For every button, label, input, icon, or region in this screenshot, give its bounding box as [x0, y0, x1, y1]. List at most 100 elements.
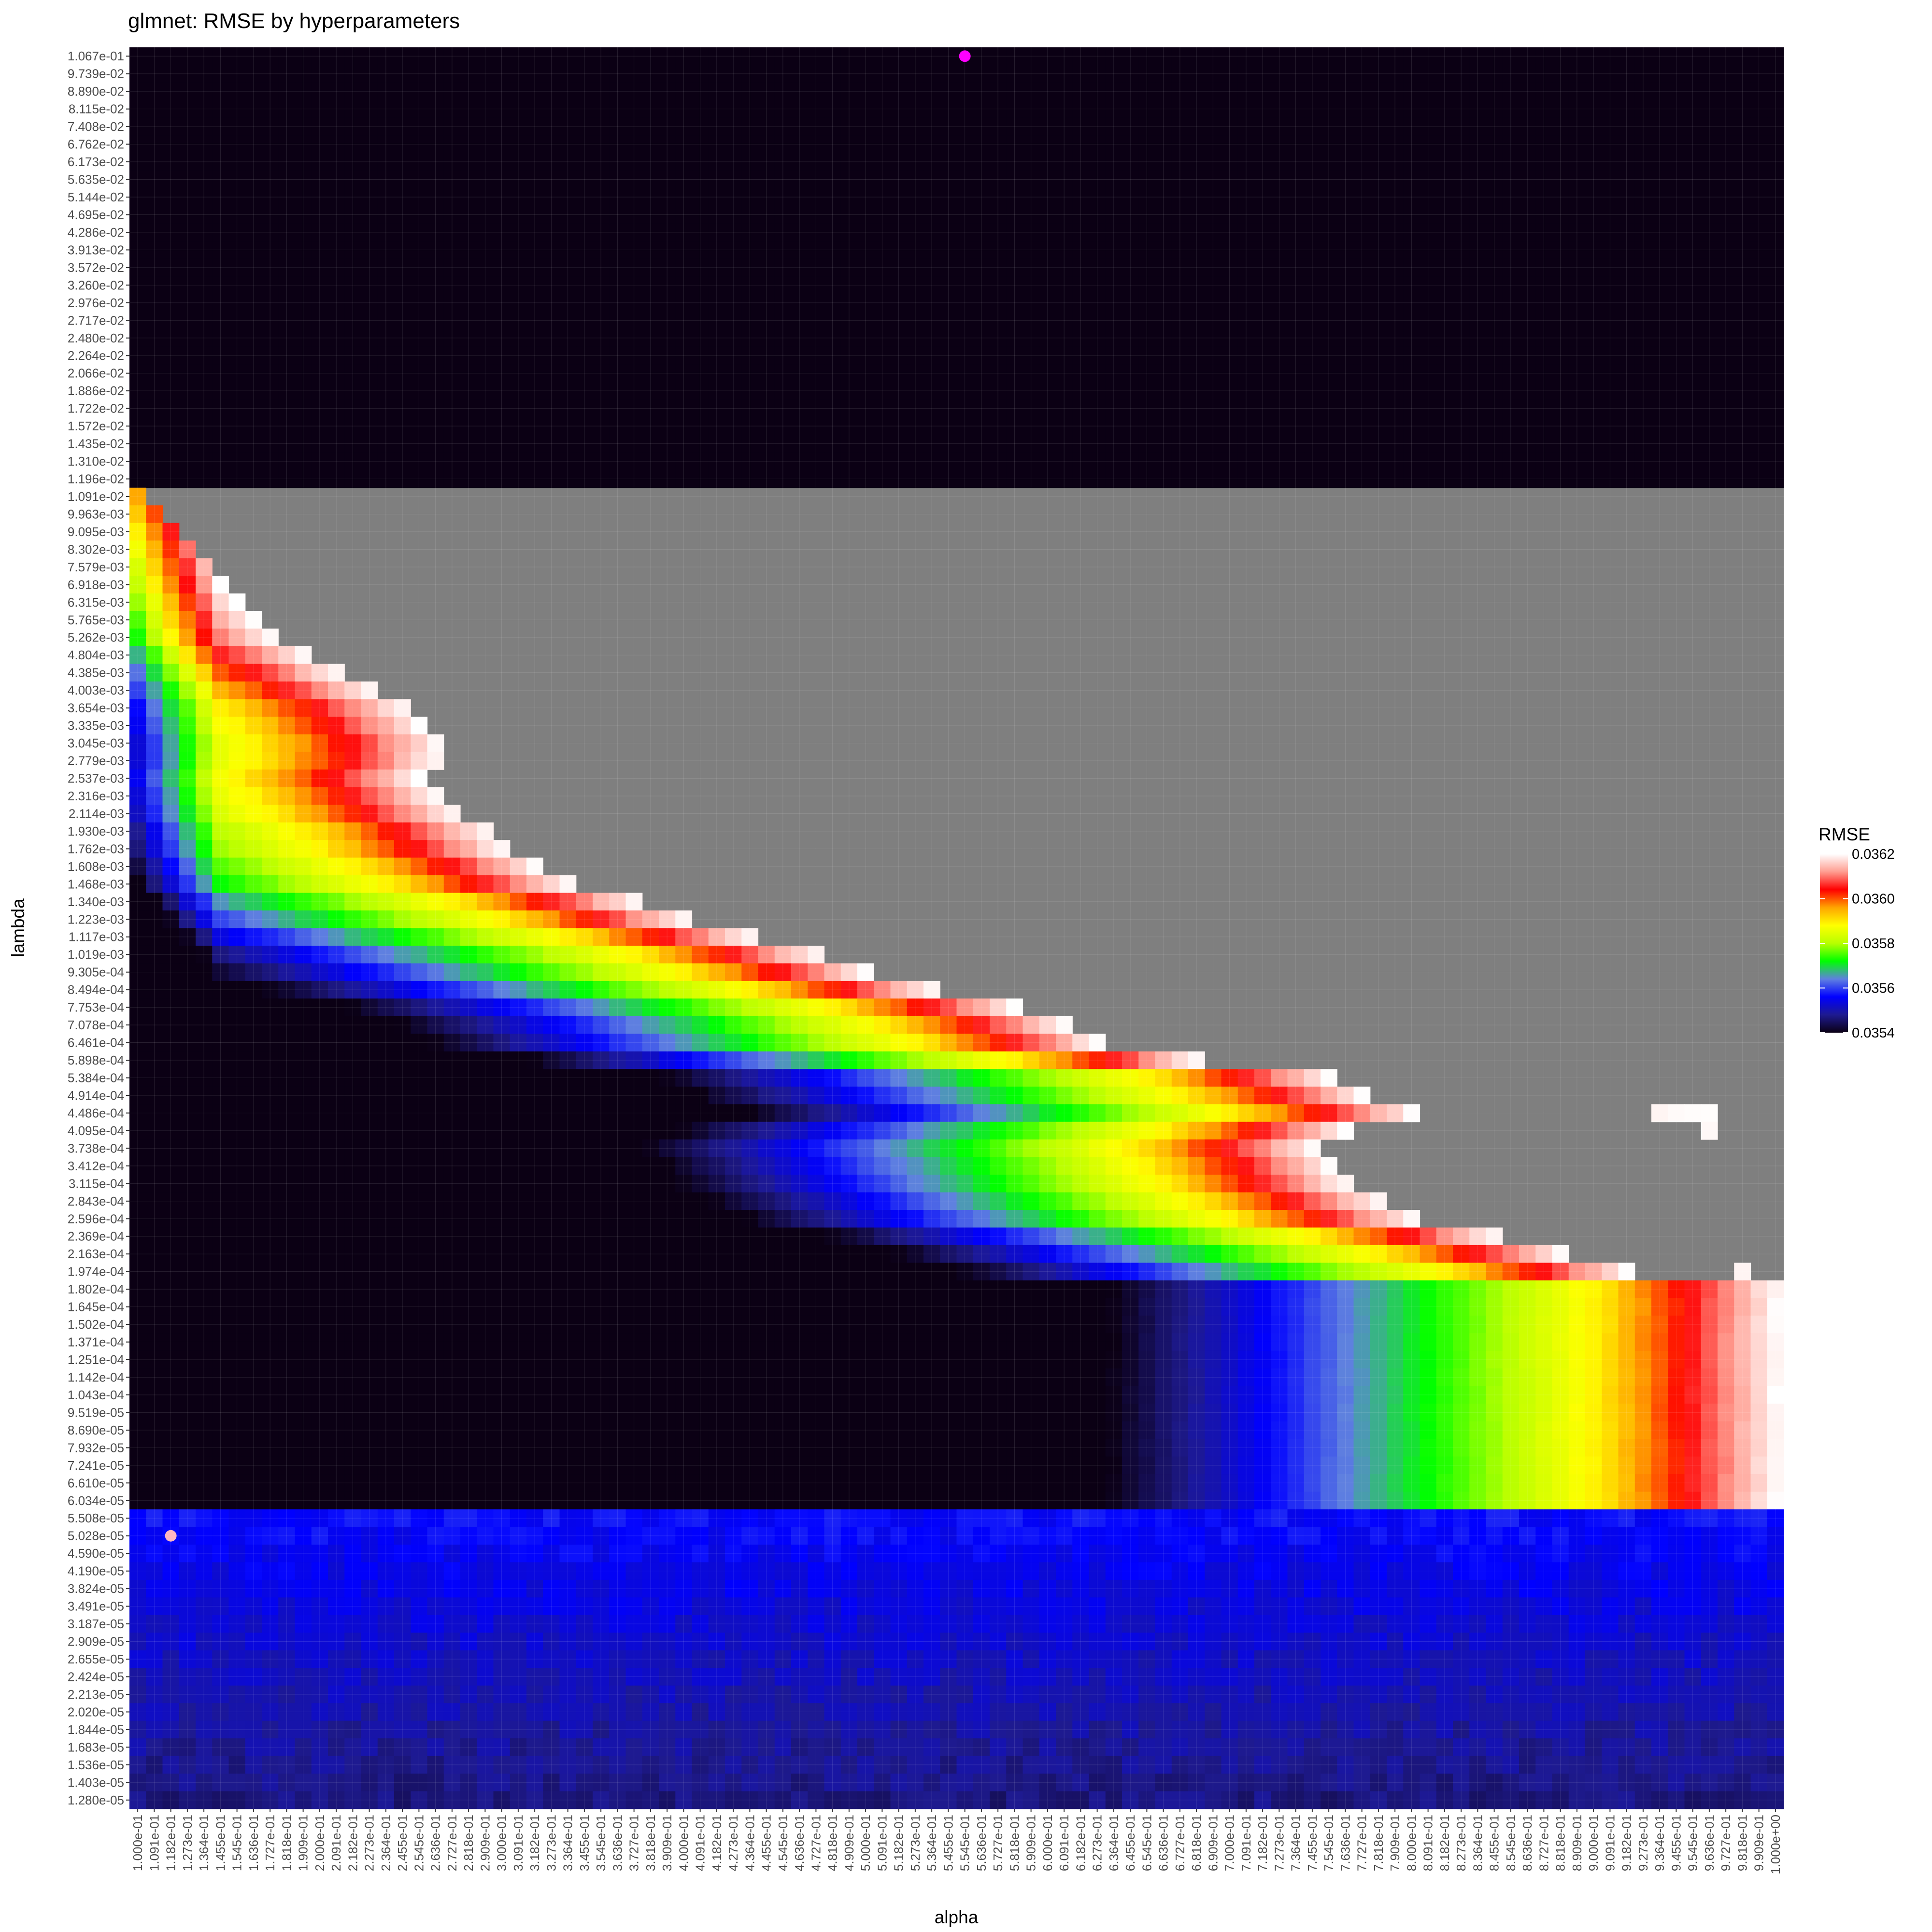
heatmap-cell — [1271, 100, 1288, 118]
heatmap-cell — [1552, 117, 1569, 136]
heatmap-cell — [625, 82, 643, 101]
heatmap-cell — [1006, 65, 1023, 83]
heatmap-cell — [609, 100, 626, 118]
heatmap-cell — [559, 65, 577, 83]
heatmap-cell — [840, 47, 858, 66]
heatmap-cell — [692, 117, 709, 136]
heatmap-cell — [1734, 100, 1751, 118]
heatmap-cell — [543, 82, 560, 101]
heatmap-cell — [1006, 47, 1023, 66]
heatmap-cell — [857, 65, 874, 83]
heatmap-cell — [427, 135, 444, 154]
heatmap-cell — [824, 82, 841, 101]
heatmap-cell — [593, 82, 610, 101]
heatmap-cell — [758, 82, 775, 101]
heatmap-cell — [824, 65, 841, 83]
heatmap-cell — [1089, 82, 1106, 101]
heatmap-cell — [1718, 82, 1734, 101]
heatmap-cell — [196, 47, 213, 66]
heatmap-cell — [708, 117, 725, 136]
heatmap-cell — [1237, 82, 1255, 101]
heatmap-cell — [129, 117, 146, 136]
heatmap-cell — [1254, 100, 1271, 118]
heatmap-cell — [708, 47, 725, 66]
heatmap-cell — [1387, 82, 1404, 101]
heatmap-cell — [559, 47, 577, 66]
heatmap-cell — [1668, 82, 1685, 101]
heatmap-cell — [1304, 100, 1321, 118]
heatmap-cell — [1321, 100, 1337, 118]
heatmap-cell — [1634, 117, 1652, 136]
heatmap-cell — [642, 47, 659, 66]
heatmap-cell — [196, 135, 213, 154]
heatmap-cell — [146, 100, 163, 118]
heatmap-cell — [377, 65, 395, 83]
heatmap-cell — [262, 47, 279, 66]
heatmap-cell — [1502, 82, 1520, 101]
heatmap-cell — [808, 82, 825, 101]
heatmap-cell — [774, 117, 792, 136]
heatmap-cell — [1321, 47, 1337, 66]
heatmap-cell — [1651, 82, 1668, 101]
heatmap-cell — [460, 117, 477, 136]
heatmap-cell — [1254, 117, 1271, 136]
heatmap-cell — [1056, 117, 1073, 136]
heatmap-cell — [129, 135, 146, 154]
heatmap-cell — [1486, 65, 1503, 83]
heatmap-cell — [543, 117, 560, 136]
heatmap-cell — [593, 100, 610, 118]
heatmap-cell — [129, 65, 146, 83]
heatmap-cell — [477, 82, 494, 101]
heatmap-cell — [245, 47, 262, 66]
heatmap-cell — [1684, 65, 1702, 83]
heatmap-cell — [311, 47, 328, 66]
heatmap-cell — [1006, 82, 1023, 101]
heatmap-cell — [510, 47, 527, 66]
heatmap-cell — [907, 82, 924, 101]
heatmap-cell — [1436, 65, 1453, 83]
heatmap-cell — [1039, 100, 1056, 118]
heatmap-cell — [1469, 65, 1487, 83]
heatmap-cell — [1023, 65, 1040, 83]
heatmap-cell — [1138, 47, 1156, 66]
heatmap-cell — [1287, 47, 1305, 66]
heatmap-cell — [510, 65, 527, 83]
heatmap-cell — [1337, 82, 1354, 101]
heatmap-cell — [526, 65, 543, 83]
heatmap-cell — [725, 100, 742, 118]
heatmap-cell — [162, 135, 180, 154]
heatmap-cell — [526, 82, 543, 101]
heatmap-cell — [1105, 100, 1122, 118]
heatmap-cell — [1486, 100, 1503, 118]
heatmap-cell — [659, 117, 676, 136]
heatmap-cell — [427, 82, 444, 101]
heatmap-cell — [890, 65, 908, 83]
heatmap-cell — [1453, 47, 1470, 66]
heatmap-cell — [824, 117, 841, 136]
heatmap-cell — [675, 47, 693, 66]
heatmap-cell — [1585, 100, 1602, 118]
heatmap-cell — [1469, 100, 1487, 118]
heatmap-cell — [1552, 82, 1569, 101]
heatmap-cell — [361, 47, 378, 66]
heatmap-cell — [692, 47, 709, 66]
heatmap-cell — [1304, 82, 1321, 101]
heatmap-cell — [1403, 117, 1421, 136]
heatmap-cell — [1701, 117, 1718, 136]
heatmap-cell — [1618, 82, 1635, 101]
heatmap-cell — [262, 117, 279, 136]
heatmap-cell — [460, 82, 477, 101]
heatmap-cell — [1602, 82, 1619, 101]
heatmap-cell — [1023, 117, 1040, 136]
heatmap-cell — [328, 135, 345, 154]
heatmap-cell — [427, 65, 444, 83]
heatmap-cell — [1105, 47, 1122, 66]
heatmap-cell — [493, 82, 511, 101]
heatmap-cell — [1039, 47, 1056, 66]
heatmap-cell — [907, 65, 924, 83]
heatmap-cell — [146, 65, 163, 83]
heatmap-cell — [1718, 117, 1734, 136]
heatmap-cell — [956, 100, 974, 118]
heatmap-cell — [361, 117, 378, 136]
heatmap-cell — [1718, 65, 1734, 83]
